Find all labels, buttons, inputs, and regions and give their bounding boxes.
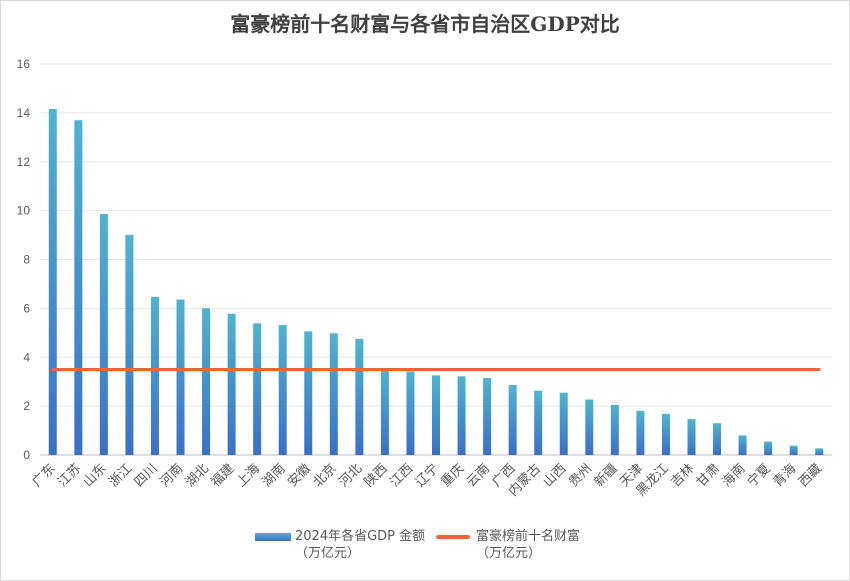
bar-海南: [738, 435, 747, 455]
y-tick-label: 10: [17, 204, 31, 218]
x-tick-label: 安徽: [285, 461, 314, 490]
bar-内蒙古: [534, 390, 543, 455]
y-tick-label: 16: [17, 57, 31, 71]
bar-山西: [559, 392, 568, 455]
bar-湖南: [278, 324, 287, 455]
bar-湖北: [202, 308, 211, 455]
bar-河南: [176, 299, 185, 455]
x-tick-label: 山西: [541, 461, 570, 490]
x-tick-label: 湖北: [183, 461, 212, 490]
x-tick-label: 西藏: [796, 461, 825, 490]
x-tick-label: 吉林: [668, 461, 697, 490]
bar-四川: [150, 296, 159, 455]
bar-浙江: [125, 234, 134, 455]
bar-广东: [48, 108, 57, 455]
x-tick-label: 宁夏: [744, 461, 774, 491]
x-axis: 广东江苏山东浙江四川河南湖北福建上海湖南安徽北京河北陕西江西辽宁重庆云南广西内蒙…: [30, 461, 825, 500]
y-tick-label: 6: [23, 301, 30, 315]
bar-甘肃: [713, 423, 722, 455]
legend-item-gdp: 2024年各省GDP 金额 （万亿元）: [255, 528, 425, 562]
x-tick-label: 甘肃: [694, 461, 723, 490]
bar-云南: [483, 378, 492, 455]
bar-天津: [636, 411, 645, 455]
bar-安徽: [304, 331, 313, 455]
bar-贵州: [585, 399, 594, 455]
legend-label-gdp-unit: （万亿元）: [295, 546, 361, 561]
x-tick-label: 贵州: [566, 461, 595, 490]
x-tick-label: 山东: [81, 461, 110, 490]
y-tick-label: 14: [17, 106, 31, 120]
legend-label-gdp: 2024年各省GDP 金额: [295, 529, 426, 544]
x-tick-label: 云南: [463, 461, 493, 491]
x-tick-label: 青海: [771, 461, 800, 490]
gridlines: [40, 63, 832, 456]
bar-河北: [355, 338, 364, 455]
bar-吉林: [687, 419, 696, 455]
x-tick-label: 福建: [208, 461, 237, 490]
bar-江苏: [74, 120, 83, 456]
bars: [48, 108, 824, 456]
bar-西藏: [815, 448, 824, 455]
x-tick-label: 新疆: [591, 461, 621, 491]
x-tick-label: 湖南: [259, 461, 289, 491]
x-tick-label: 上海: [234, 461, 263, 490]
x-tick-label: 河南: [157, 461, 187, 491]
x-tick-label: 海南: [719, 461, 749, 491]
y-axis: 0 2 4 6 8 10 12 14 16: [17, 57, 31, 462]
chart-title: 富豪榜前十名财富与各省市自治区GDP对比: [230, 12, 620, 36]
x-tick-label: 浙江: [106, 461, 135, 490]
y-tick-label: 2: [23, 399, 30, 413]
bar-山东: [99, 214, 108, 455]
y-tick-label: 12: [17, 155, 31, 169]
bar-宁夏: [764, 441, 773, 455]
bar-江西: [406, 371, 415, 455]
bar-上海: [253, 323, 262, 455]
legend-label-wealth-unit: （万亿元）: [476, 546, 542, 561]
y-tick-label: 8: [23, 253, 30, 267]
y-tick-label: 0: [23, 448, 30, 462]
y-tick-label: 4: [23, 350, 30, 364]
x-tick-label: 陕西: [362, 461, 391, 490]
x-tick-label: 江苏: [54, 461, 84, 491]
legend-item-wealth: 富豪榜前十名财富 （万亿元）: [436, 528, 580, 562]
bar-新疆: [610, 404, 619, 455]
x-tick-label: 江西: [387, 461, 416, 490]
bar-黑龙江: [661, 413, 670, 455]
bar-重庆: [457, 376, 466, 455]
bar-青海: [789, 445, 798, 455]
x-tick-label: 广东: [30, 461, 59, 490]
legend-swatch-bar: [255, 532, 291, 541]
x-tick-label: 四川: [132, 461, 161, 490]
bar-福建: [227, 313, 236, 455]
x-tick-label: 北京: [311, 461, 340, 490]
x-tick-label: 辽宁: [412, 461, 442, 491]
bar-北京: [329, 333, 338, 455]
bar-辽宁: [432, 375, 440, 455]
bar-陕西: [380, 368, 389, 455]
legend-label-wealth: 富豪榜前十名财富: [476, 529, 581, 544]
x-tick-label: 河北: [336, 461, 365, 490]
legend-swatch-line: [436, 534, 470, 539]
bar-广西: [508, 385, 517, 455]
x-tick-label: 重庆: [438, 461, 468, 491]
